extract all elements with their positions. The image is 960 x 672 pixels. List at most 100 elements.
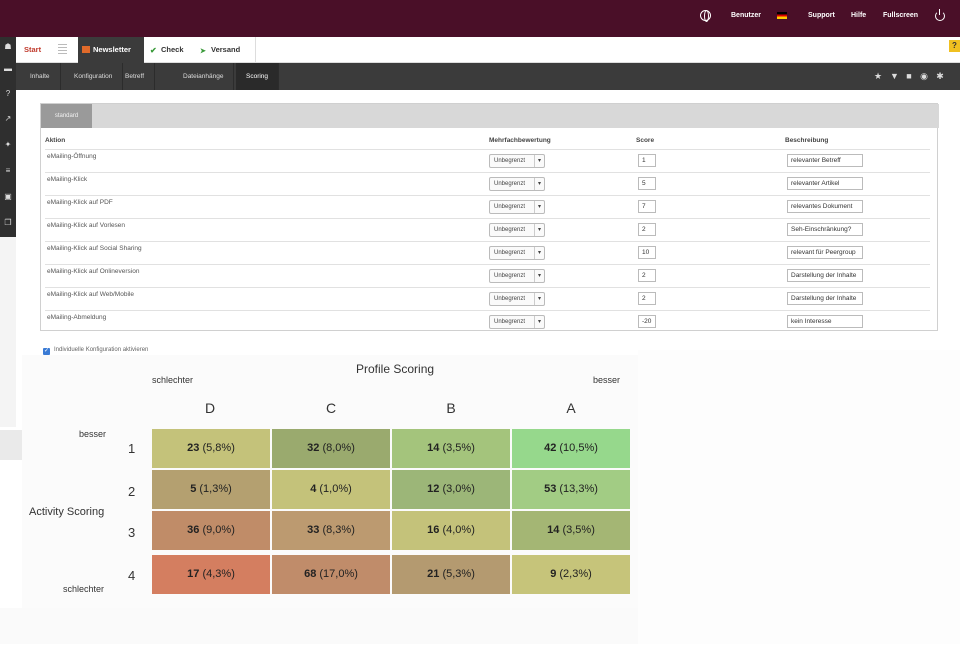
table-row: eMailing-Klick auf PDF Unbegrenzt 7 rele… [45,195,930,217]
question-icon[interactable]: ? [5,89,11,98]
tab-versand[interactable]: ➤ Versand [196,37,256,63]
matrix-cell[interactable]: 42 (10,5%) [512,429,630,468]
checkbox-checked-icon[interactable]: ✓ [43,348,50,355]
copy-icon[interactable]: ❐ [4,218,12,227]
matrix-cell[interactable]: 53 (13,3%) [512,470,630,509]
subnav-betreff[interactable]: Betreff [115,63,156,90]
header-mehrfach: Mehrfachbewertung [489,137,551,144]
mehrfach-select[interactable]: Unbegrenzt [489,292,545,306]
activity-high-label: besser [79,429,107,439]
aktion-label: eMailing-Abmeldung [47,314,107,321]
header-score: Score [636,137,655,144]
tab-start[interactable]: Start [24,45,42,54]
globe-settings-icon[interactable]: ◉ [920,71,928,81]
beschreibung-input[interactable]: Darstellung der Inhalte [787,269,863,282]
beschreibung-input[interactable]: relevantes Dokument [787,200,863,213]
subnav-konfiguration[interactable]: Konfiguration [64,63,124,90]
tab-standard[interactable]: standard [41,104,92,128]
column-label: B [446,400,456,416]
score-input[interactable]: 10 [638,246,656,259]
matrix-cell[interactable]: 9 (2,3%) [512,555,630,594]
subnav-inhalte[interactable]: Inhalte [20,63,61,90]
profile-scoring-title: Profile Scoring [356,362,435,376]
mehrfach-select[interactable]: Unbegrenzt [489,269,545,283]
user-menu[interactable]: Benutzer [731,12,761,19]
table-row: eMailing-Klick auf Social Sharing Unbegr… [45,241,930,263]
folder-icon[interactable]: ▬ [4,64,12,73]
list-icon[interactable]: ≡ [5,166,11,175]
subnav-scoring[interactable]: Scoring [236,63,280,90]
table-row: eMailing-Klick auf Vorlesen Unbegrenzt 2… [45,218,930,240]
globe-icon[interactable] [700,10,711,22]
matrix-cell[interactable]: 68 (17,0%) [272,555,390,594]
score-input[interactable]: 7 [638,200,656,213]
beschreibung-input[interactable]: Seh-Einschränkung? [787,223,863,236]
matrix-cell[interactable]: 36 (9,0%) [152,511,270,550]
beschreibung-input[interactable]: Darstellung der Inhalte [787,292,863,305]
matrix-cell[interactable]: 14 (3,5%) [512,511,630,550]
score-input[interactable]: -20 [638,315,656,328]
aktion-label: eMailing-Öffnung [47,153,97,160]
aktion-label: eMailing-Klick auf Social Sharing [47,245,142,252]
beschreibung-input[interactable]: relevanter Artikel [787,177,863,190]
support-link[interactable]: Support [808,12,835,19]
mehrfach-select[interactable]: Unbegrenzt [489,177,545,191]
subnav-dateianhaenge[interactable]: Dateianhänge [173,63,235,90]
gear-icon[interactable]: ✱ [936,71,944,81]
matrix-cell[interactable]: 17 (4,3%) [152,555,270,594]
score-input[interactable]: 2 [638,223,656,236]
row-label: 2 [128,484,136,499]
mehrfach-select[interactable]: Unbegrenzt [489,154,545,168]
left-bar-extension [0,237,16,427]
score-input[interactable]: 2 [638,269,656,282]
star-icon[interactable]: ★ [874,71,883,81]
matrix-cell[interactable]: 32 (8,0%) [272,429,390,468]
row-label: 3 [128,525,136,540]
hierarchy-icon[interactable]: ☗ [4,42,12,51]
matrix-cell[interactable]: 5 (1,3%) [152,470,270,509]
beschreibung-input[interactable]: relevanter Betreff [787,154,863,167]
lock-icon[interactable]: ■ [906,71,912,81]
shield-check-icon: ✔ [150,46,157,55]
german-flag-icon[interactable] [777,12,787,19]
matrix-cell[interactable]: 23 (5,8%) [152,429,270,468]
mehrfach-select[interactable]: Unbegrenzt [489,223,545,237]
matrix-cell[interactable]: 33 (8,3%) [272,511,390,550]
matrix-cell[interactable]: 14 (3,5%) [392,429,510,468]
help-link[interactable]: Hilfe [851,12,867,19]
sub-navigation: Inhalte Konfiguration Betreff Dateianhän… [16,63,960,90]
fullscreen-link[interactable]: Fullscreen [883,12,919,19]
row-label: 1 [128,441,136,456]
individual-config-checkbox[interactable]: ✓ Individuelle Konfiguration aktivieren [43,347,149,355]
beschreibung-input[interactable]: kein Interesse [787,315,863,328]
pin-icon[interactable]: ✦ [4,140,12,149]
table-row: eMailing-Klick auf Onlineversion Unbegre… [45,264,930,286]
comment-icon[interactable]: ▼ [890,71,899,81]
menu-icon[interactable] [58,44,67,45]
mehrfach-select[interactable]: Unbegrenzt [489,200,545,214]
matrix-cell[interactable]: 16 (4,0%) [392,511,510,550]
matrix-cell[interactable]: 4 (1,0%) [272,470,390,509]
score-input[interactable]: 1 [638,154,656,167]
score-input[interactable]: 5 [638,177,656,190]
tab-check[interactable]: ✔ Check [150,45,184,55]
tab-row: Start Newsletter ✔ Check ➤ Versand [16,37,960,63]
table-row: eMailing-Öffnung Unbegrenzt 1 relevanter… [45,149,930,171]
send-icon: ➤ [200,48,206,55]
camera-icon[interactable]: ▣ [4,192,12,201]
matrix-cell[interactable]: 12 (3,0%) [392,470,510,509]
chart-icon[interactable]: ↗ [4,114,12,123]
tab-newsletter[interactable]: Newsletter [78,37,144,63]
table-row: eMailing-Klick auf Web/Mobile Unbegrenzt… [45,287,930,309]
mehrfach-select[interactable]: Unbegrenzt [489,246,545,260]
left-icon-bar: ☗ ▬ ? ↗ ✦ ≡ ▣ ❐ [0,37,16,237]
column-label: C [325,400,337,416]
matrix-cell[interactable]: 21 (5,3%) [392,555,510,594]
help-badge[interactable]: ? [949,40,960,52]
beschreibung-input[interactable]: relevant für Peergroup [787,246,863,259]
profile-high-label: besser [593,375,621,385]
profile-low-label: schlechter [152,375,194,385]
score-input[interactable]: 2 [638,292,656,305]
power-icon[interactable] [935,9,945,21]
mehrfach-select[interactable]: Unbegrenzt [489,315,545,329]
